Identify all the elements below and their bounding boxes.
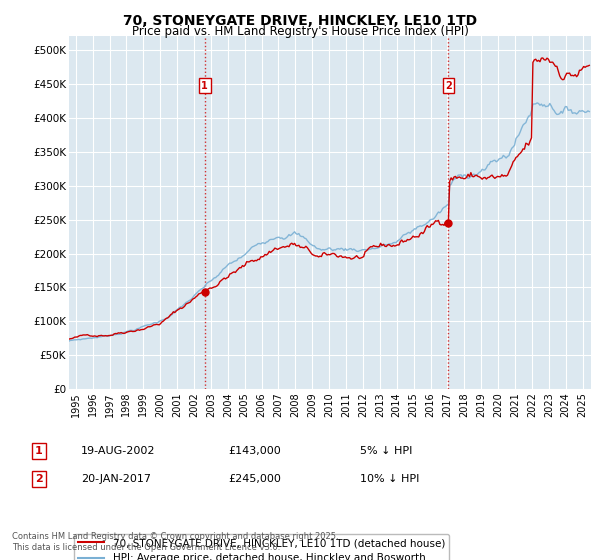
Text: 70, STONEYGATE DRIVE, HINCKLEY, LE10 1TD: 70, STONEYGATE DRIVE, HINCKLEY, LE10 1TD (123, 14, 477, 28)
Text: £143,000: £143,000 (228, 446, 281, 456)
Text: 2: 2 (35, 474, 43, 484)
Text: Price paid vs. HM Land Registry's House Price Index (HPI): Price paid vs. HM Land Registry's House … (131, 25, 469, 38)
Text: £245,000: £245,000 (228, 474, 281, 484)
Text: 1: 1 (35, 446, 43, 456)
Legend: 70, STONEYGATE DRIVE, HINCKLEY, LE10 1TD (detached house), HPI: Average price, d: 70, STONEYGATE DRIVE, HINCKLEY, LE10 1TD… (74, 534, 449, 560)
Text: 5% ↓ HPI: 5% ↓ HPI (360, 446, 412, 456)
Text: 2: 2 (445, 81, 452, 91)
Text: 10% ↓ HPI: 10% ↓ HPI (360, 474, 419, 484)
Text: 20-JAN-2017: 20-JAN-2017 (81, 474, 151, 484)
Text: 1: 1 (202, 81, 208, 91)
Text: Contains HM Land Registry data © Crown copyright and database right 2025.
This d: Contains HM Land Registry data © Crown c… (12, 532, 338, 552)
Text: 19-AUG-2002: 19-AUG-2002 (81, 446, 155, 456)
